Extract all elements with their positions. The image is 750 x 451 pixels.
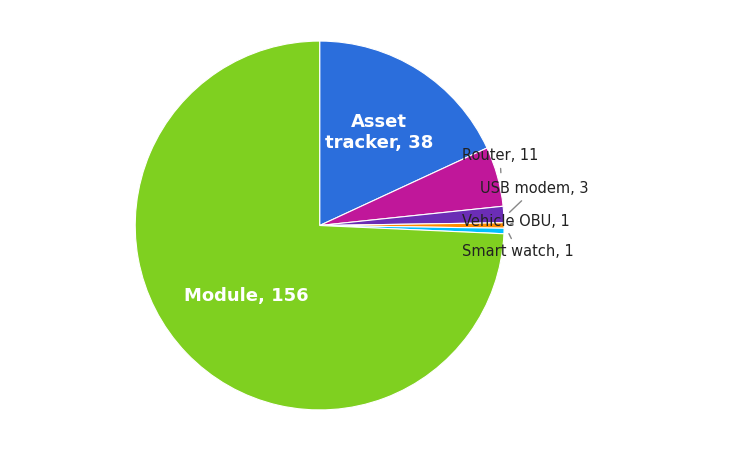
Wedge shape: [320, 41, 487, 226]
Text: USB modem, 3: USB modem, 3: [480, 181, 589, 212]
Text: Router, 11: Router, 11: [462, 148, 538, 173]
Wedge shape: [320, 226, 504, 234]
Wedge shape: [320, 148, 503, 226]
Text: Smart watch, 1: Smart watch, 1: [462, 234, 574, 259]
Wedge shape: [320, 223, 504, 228]
Wedge shape: [320, 206, 504, 226]
Text: Asset
tracker, 38: Asset tracker, 38: [325, 113, 434, 152]
Text: Vehicle OBU, 1: Vehicle OBU, 1: [462, 214, 569, 229]
Text: Module, 156: Module, 156: [184, 286, 309, 304]
Wedge shape: [135, 41, 504, 410]
